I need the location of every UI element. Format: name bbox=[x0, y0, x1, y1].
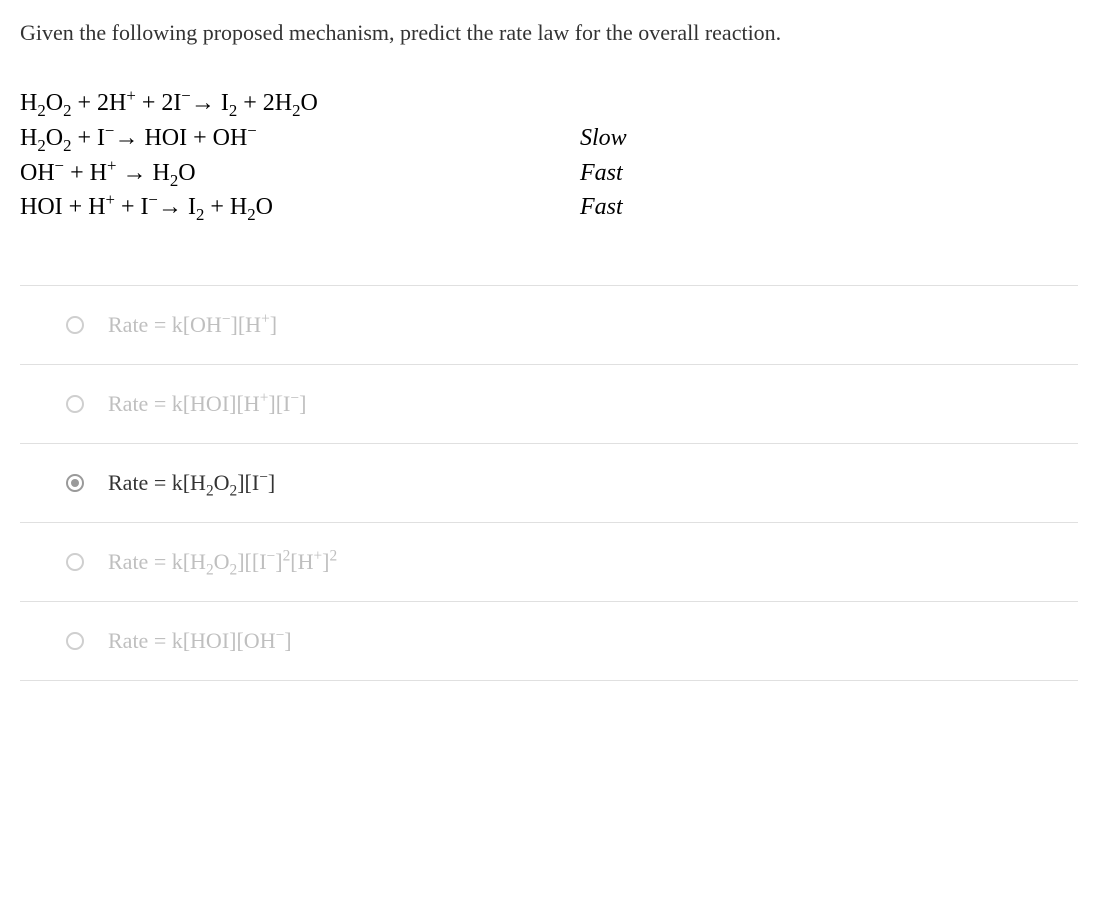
mechanism-row: H2O2 + I−→ HOI + OH−Slow bbox=[20, 121, 1078, 156]
mechanism-row: H2O2 + 2H+ + 2I−→ I2 + 2H2O bbox=[20, 86, 1078, 121]
option-label: Rate = k[HOI][H+][I−] bbox=[108, 391, 306, 417]
radio-button[interactable] bbox=[66, 553, 84, 571]
option-label: Rate = k[H2O2][I−] bbox=[108, 470, 275, 496]
answer-option[interactable]: Rate = k[HOI][OH−] bbox=[20, 602, 1078, 681]
radio-button[interactable] bbox=[66, 395, 84, 413]
radio-button[interactable] bbox=[66, 632, 84, 650]
option-label: Rate = k[H2O2][[I−]2[H+]2 bbox=[108, 549, 337, 575]
mechanism-equation: H2O2 + 2H+ + 2I−→ I2 + 2H2O bbox=[20, 86, 580, 121]
mechanism-rate-label: Slow bbox=[580, 121, 627, 156]
answer-option[interactable]: Rate = k[OH−][H+] bbox=[20, 286, 1078, 365]
radio-button[interactable] bbox=[66, 474, 84, 492]
mechanism-block: H2O2 + 2H+ + 2I−→ I2 + 2H2OH2O2 + I−→ HO… bbox=[20, 86, 1078, 225]
option-label: Rate = k[HOI][OH−] bbox=[108, 628, 292, 654]
mechanism-row: OH− + H+ → H2OFast bbox=[20, 156, 1078, 191]
mechanism-equation: H2O2 + I−→ HOI + OH− bbox=[20, 121, 580, 156]
radio-button[interactable] bbox=[66, 316, 84, 334]
mechanism-rate-label: Fast bbox=[580, 156, 623, 191]
answer-option[interactable]: Rate = k[HOI][H+][I−] bbox=[20, 365, 1078, 444]
question-text: Given the following proposed mechanism, … bbox=[20, 16, 1078, 50]
mechanism-rate-label: Fast bbox=[580, 190, 623, 225]
mechanism-equation: HOI + H+ + I−→ I2 + H2O bbox=[20, 190, 580, 225]
mechanism-row: HOI + H+ + I−→ I2 + H2OFast bbox=[20, 190, 1078, 225]
mechanism-equation: OH− + H+ → H2O bbox=[20, 156, 580, 191]
options-list: Rate = k[OH−][H+] Rate = k[HOI][H+][I−] Ra… bbox=[20, 285, 1078, 681]
option-label: Rate = k[OH−][H+] bbox=[108, 312, 277, 338]
answer-option[interactable]: Rate = k[H2O2][[I−]2[H+]2 bbox=[20, 523, 1078, 602]
answer-option[interactable]: Rate = k[H2O2][I−] bbox=[20, 444, 1078, 523]
